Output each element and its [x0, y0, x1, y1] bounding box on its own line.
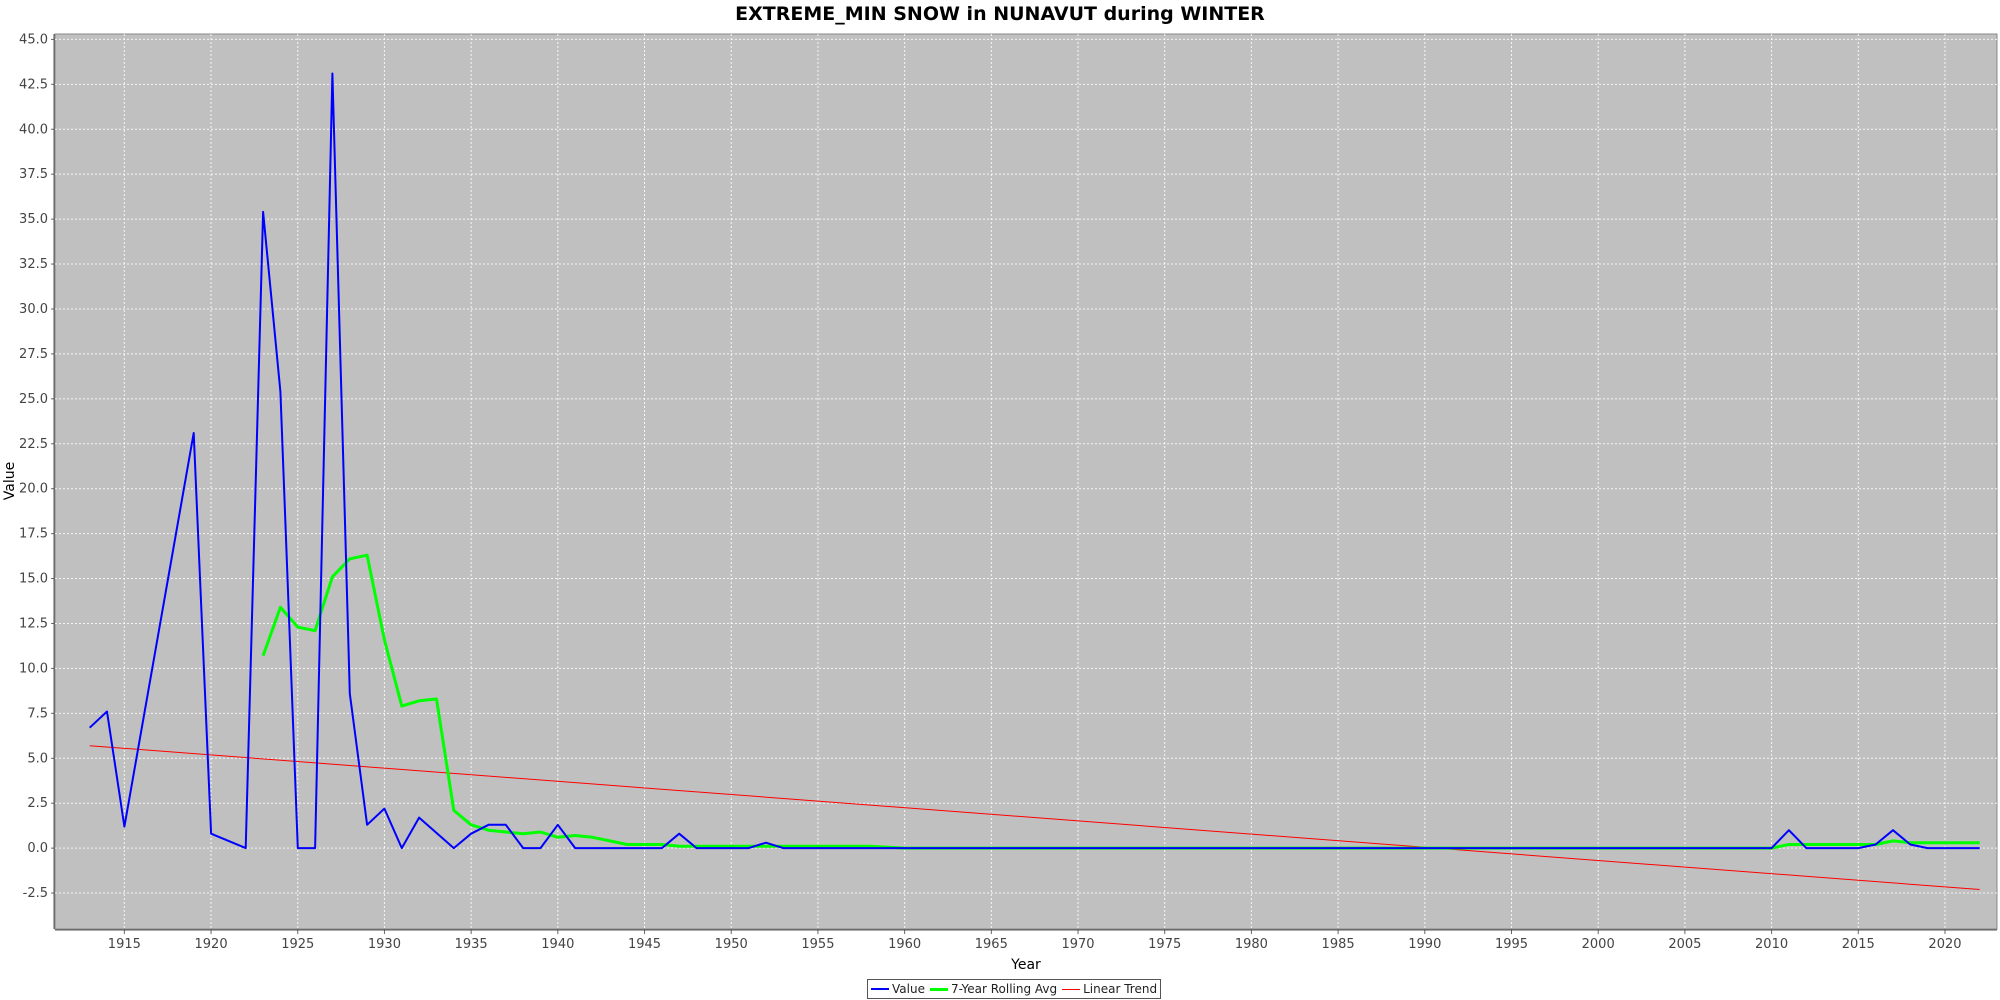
legend-label-rolling-avg: 7-Year Rolling Avg — [950, 982, 1058, 996]
x-tick-label: 1985 — [1322, 937, 1355, 952]
legend-item-rolling-avg: 7-Year Rolling Avg — [929, 982, 1058, 996]
legend-label-value: Value — [892, 982, 925, 996]
series-line-7-year-rolling-avg — [261, 553, 1980, 850]
legend-swatch-linear-trend — [1062, 988, 1081, 990]
legend-swatch-rolling-avg — [929, 987, 948, 991]
legend: Value 7-Year Rolling Avg Linear Trend — [867, 979, 1162, 999]
x-tick-label: 1960 — [888, 937, 921, 952]
y-tick-label: 27.5 — [19, 347, 48, 362]
legend-label-linear-trend: Linear Trend — [1083, 982, 1158, 996]
legend-swatch-value — [871, 988, 889, 990]
y-tick-label: 32.5 — [19, 257, 48, 272]
y-tick-label: 42.5 — [19, 77, 48, 92]
x-tick-label: 1925 — [281, 937, 314, 952]
y-tick-label: 20.0 — [19, 482, 48, 497]
y-tick-label: 25.0 — [19, 392, 48, 407]
y-tick-label: 12.5 — [19, 616, 48, 631]
x-tick-label: 2010 — [1755, 937, 1788, 952]
grid-lines — [55, 34, 1997, 929]
x-tick-label: 1975 — [1148, 937, 1181, 952]
y-tick-label: 35.0 — [19, 212, 48, 227]
x-axis-label: Year — [1010, 957, 1041, 973]
x-tick-label: 1995 — [1495, 937, 1528, 952]
x-tick-label: 2000 — [1582, 937, 1615, 952]
x-tick-label: 2015 — [1842, 937, 1875, 952]
y-tick-label: 5.0 — [27, 751, 48, 766]
y-tick-label: 15.0 — [19, 572, 48, 587]
legend-item-linear-trend: Linear Trend — [1062, 982, 1157, 996]
y-tick-label: 40.0 — [19, 122, 48, 137]
x-tick-label: 1945 — [628, 937, 661, 952]
y-tick-label: 45.0 — [19, 32, 48, 47]
x-tick-label: 1970 — [1061, 937, 1094, 952]
series-line-value — [89, 72, 1980, 850]
series-line-linear-trend — [89, 745, 1980, 890]
y-tick-label: 2.5 — [27, 796, 48, 811]
series-lines — [89, 72, 1980, 890]
y-tick-label: 30.0 — [19, 302, 48, 317]
y-tick-label: 10.0 — [19, 661, 48, 676]
x-tick-label: 1930 — [368, 937, 401, 952]
x-tick-label: 1965 — [975, 937, 1008, 952]
x-tick-label: 1915 — [108, 937, 141, 952]
x-tick-label: 1950 — [715, 937, 748, 952]
x-tick-label: 1990 — [1408, 937, 1441, 952]
x-tick-label: 2005 — [1668, 937, 1701, 952]
y-tick-label: 0.0 — [27, 841, 48, 856]
y-tick-label: 37.5 — [19, 167, 48, 182]
x-tick-label: 1955 — [801, 937, 834, 952]
x-tick-label: 1920 — [195, 937, 228, 952]
x-tick-label: 2020 — [1928, 937, 1961, 952]
y-tick-label: 7.5 — [27, 706, 48, 721]
x-tick-label: 1935 — [455, 937, 488, 952]
axes: -2.5 0.0 2.5 5.0 7.5 10.0 12.5 15.0 17.5 20.0 22.5… — [19, 32, 1997, 952]
legend-item-value: Value — [871, 982, 925, 996]
y-axis-label: Value — [2, 462, 18, 500]
x-tick-label: 1980 — [1235, 937, 1268, 952]
y-tick-label: 22.5 — [19, 437, 48, 452]
x-tick-label: 1940 — [541, 937, 574, 952]
y-tick-label: 17.5 — [19, 527, 48, 542]
chart-title: EXTREME_MIN SNOW in NUNAVUT during WINTE… — [735, 3, 1265, 25]
plot-area — [54, 33, 1998, 930]
y-tick-label: -2.5 — [23, 886, 48, 901]
